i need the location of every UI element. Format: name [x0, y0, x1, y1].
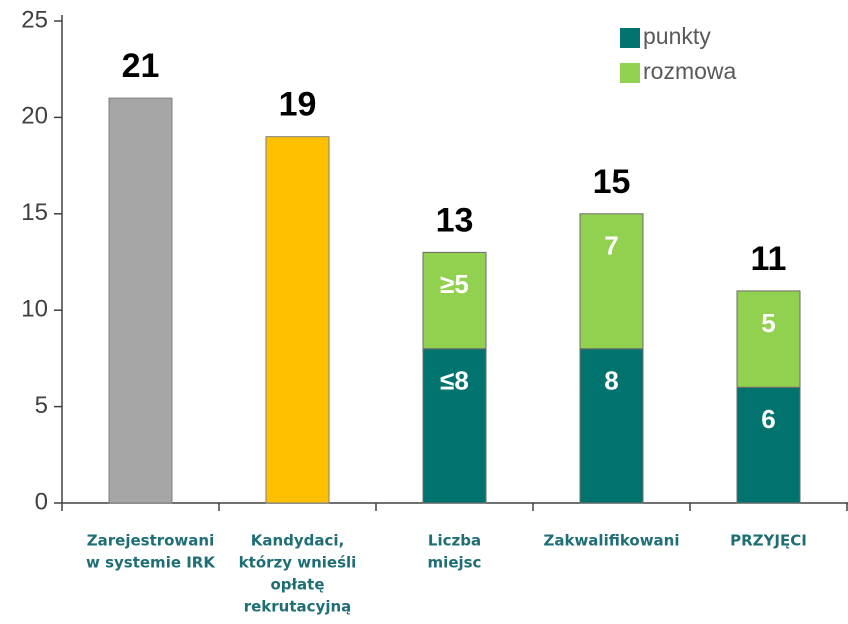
x-tick-label: którzy wnieśli [239, 554, 357, 572]
segment-label: 8 [604, 366, 618, 396]
total-label: 15 [593, 163, 631, 201]
y-tick-label: 25 [21, 6, 48, 33]
x-tick-label: PRZYJĘCI [730, 532, 807, 550]
x-tick-label: rekrutacyjną [244, 598, 352, 616]
bar-segment [579, 348, 644, 504]
bar-segment [422, 251, 487, 350]
legend-swatch [620, 28, 640, 48]
segment-label: ≥5 [440, 269, 469, 299]
legend-label: punkty [643, 23, 711, 49]
y-tick-label: 20 [21, 103, 48, 130]
segment-label: 5 [761, 308, 775, 338]
y-tick-label: 5 [35, 392, 48, 419]
total-label: 11 [751, 240, 787, 278]
y-tick-label: 15 [21, 199, 48, 226]
x-tick-label: Liczba [428, 532, 481, 550]
bar [108, 97, 173, 504]
x-tick-label: miejsc [428, 554, 482, 572]
total-label: 13 [436, 201, 474, 239]
y-tick-label: 10 [21, 296, 48, 323]
legend-swatch [620, 63, 640, 83]
segment-label: 6 [761, 404, 775, 434]
total-label: 21 [122, 47, 160, 85]
bar-segment [736, 290, 801, 388]
x-tick-label: w systemie IRK [86, 554, 216, 572]
total-label: 19 [279, 86, 317, 124]
x-tick-label: opłatę [270, 576, 324, 594]
legend-label: rozmowa [643, 58, 737, 84]
bar [265, 136, 330, 504]
bar-segment [422, 348, 487, 504]
y-tick-label: 0 [35, 488, 48, 515]
segment-label: 7 [604, 231, 618, 261]
bar-segment [579, 213, 644, 350]
x-tick-label: Kandydaci, [251, 532, 345, 550]
x-tick-label: Zarejestrowani [87, 532, 215, 550]
bar-segment [736, 386, 801, 504]
segment-label: ≤8 [440, 366, 469, 396]
x-tick-label: Zakwalifikowani [543, 532, 679, 550]
